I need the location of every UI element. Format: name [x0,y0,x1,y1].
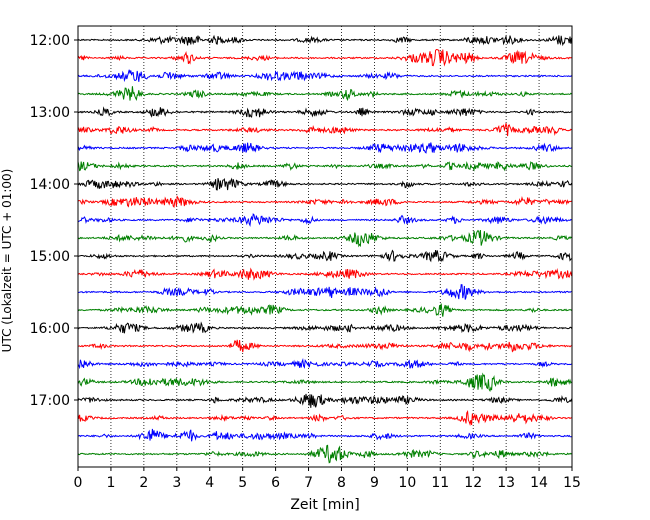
x-tick-label: 6 [271,475,280,491]
trace-group [77,34,573,464]
trace-1300 [77,106,572,118]
trace-1745 [77,444,572,464]
trace-1315 [77,123,572,137]
y-tick-label: 14:00 [30,177,70,193]
x-tick-label: 2 [139,475,148,491]
trace-1645 [77,372,572,392]
trace-1215 [77,49,572,67]
x-tick-label: 12 [464,475,482,491]
x-tick-label: 7 [304,475,313,491]
trace-1700 [77,393,573,408]
y-tick-label: 15:00 [30,249,70,265]
trace-1515 [77,267,573,281]
x-tick-label: 3 [172,475,181,491]
x-axis: 0 1 2 3 4 5 6 7 8 9 10 11 12 13 14 15 [74,467,581,491]
plot-frame [77,25,573,468]
x-tick-label: 15 [563,475,581,491]
x-tick-label: 4 [205,475,214,491]
y-axis: 12:00 13:00 14:00 15:00 16:00 17:00 [30,33,78,409]
x-tick-label: 11 [431,475,449,491]
trace-1415 [77,195,572,209]
trace-1200 [77,34,573,47]
trace-1400 [77,177,573,191]
x-axis-label: Zeit [min] [290,497,359,513]
x-tick-label: 5 [238,475,247,491]
y-axis-label: UTC (Lokalzeit = UTC + 01:00) [0,169,14,353]
x-tick-label: 14 [530,475,548,491]
trace-1345 [77,161,572,172]
trace-1715 [77,409,572,427]
x-tick-label: 9 [370,475,379,491]
trace-1430 [77,213,572,228]
trace-1330 [77,142,572,154]
trace-1500 [77,249,572,263]
trace-1530 [77,284,572,300]
x-tick-label: 0 [74,475,83,491]
trace-1730 [77,428,572,442]
trace-1545 [77,303,572,317]
y-tick-label: 12:00 [30,33,70,49]
x-tick-label: 10 [398,475,416,491]
x-tick-label: 13 [497,475,515,491]
trace-1600 [77,321,573,334]
trace-1615 [77,339,572,353]
y-tick-label: 13:00 [30,105,70,121]
trace-1445 [77,229,572,248]
trace-1245 [77,86,572,102]
x-tick-label: 8 [337,475,346,491]
x-tick-label: 1 [106,475,115,491]
y-tick-label: 16:00 [30,321,70,337]
trace-1230 [77,69,572,83]
y-tick-label: 17:00 [30,393,70,409]
trace-1630 [77,358,572,370]
